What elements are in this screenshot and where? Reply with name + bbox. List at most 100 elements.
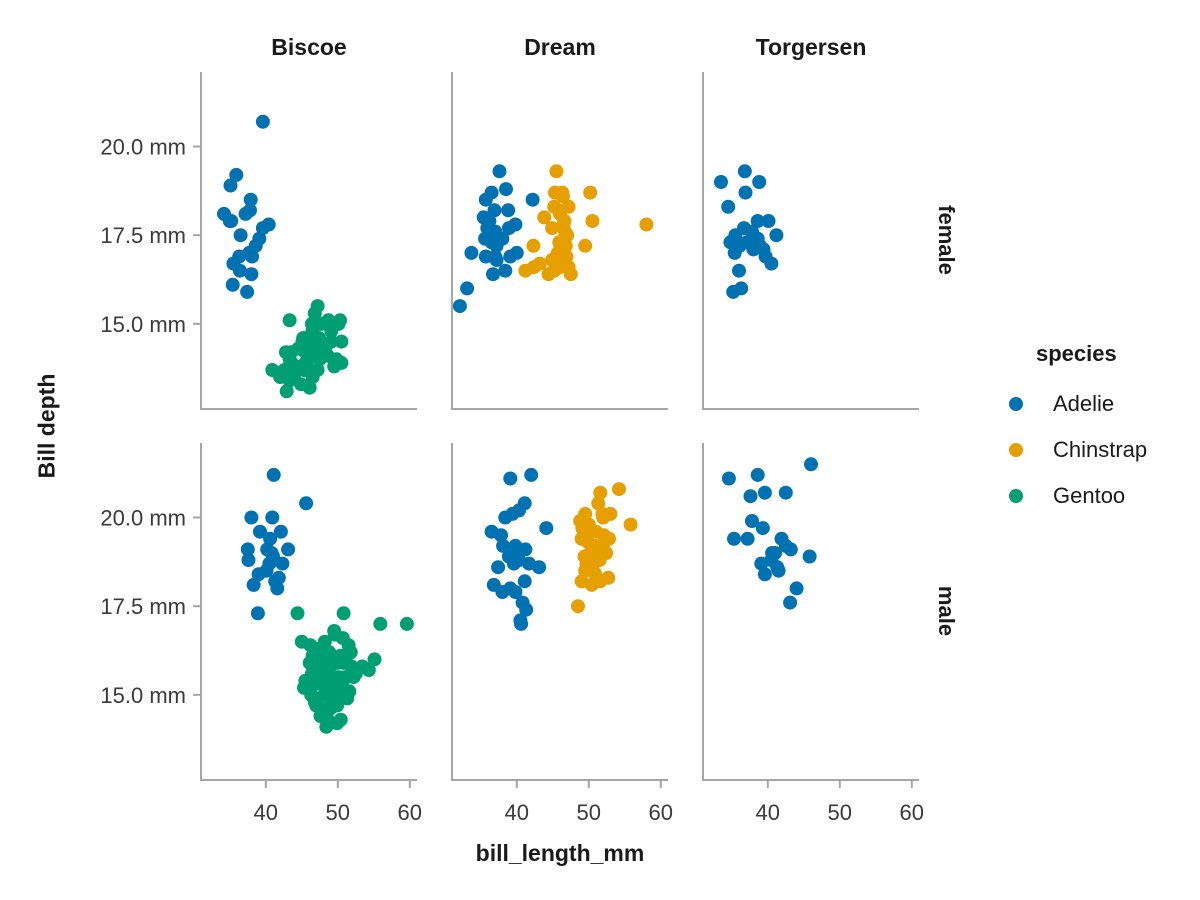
data-point xyxy=(623,517,638,532)
data-point xyxy=(761,214,776,228)
legend: species Adelie Chinstrap Gentoo xyxy=(1005,341,1195,519)
data-point xyxy=(596,510,611,525)
x-tick-label: 50 xyxy=(828,800,852,825)
data-point xyxy=(238,206,253,221)
data-point xyxy=(721,471,736,486)
data-point xyxy=(524,467,539,482)
data-point xyxy=(727,531,741,546)
y-tick-label: 17.5 mm xyxy=(100,594,186,619)
data-point xyxy=(539,521,554,536)
data-point xyxy=(250,606,265,621)
legend-title: species xyxy=(1036,341,1117,366)
data-point xyxy=(251,567,266,582)
data-point xyxy=(244,267,259,282)
data-point xyxy=(750,467,765,482)
data-point xyxy=(319,719,334,734)
data-point xyxy=(714,175,728,189)
data-point xyxy=(340,691,355,706)
data-point xyxy=(560,228,575,243)
panel-biscoe-male: 20.0 mm 17.5 mm 15.0 mm 40 50 60 xyxy=(100,443,422,825)
data-point xyxy=(532,256,547,271)
data-point xyxy=(299,496,314,511)
data-point xyxy=(555,189,570,204)
x-tick-label: 40 xyxy=(254,800,278,825)
panel-dream-female xyxy=(451,72,668,410)
data-point xyxy=(802,549,817,564)
y-tick-label: 15.0 mm xyxy=(100,683,186,708)
data-point xyxy=(338,652,353,667)
data-point xyxy=(509,245,524,260)
data-point xyxy=(229,167,244,182)
data-point xyxy=(506,556,521,571)
axis-line xyxy=(200,443,417,781)
data-point xyxy=(327,624,342,638)
data-point xyxy=(245,249,260,264)
axis-line xyxy=(451,72,668,410)
data-point xyxy=(578,238,593,253)
panel-biscoe-female: 20.0 mm 17.5 mm 15.0 mm xyxy=(100,72,417,410)
data-point xyxy=(525,192,540,207)
data-point xyxy=(738,185,753,200)
panel-torgersen-male: 40 50 60 xyxy=(702,443,924,825)
data-point xyxy=(264,546,279,560)
data-point xyxy=(373,616,388,631)
data-point xyxy=(745,514,759,528)
data-point xyxy=(769,228,784,243)
data-point xyxy=(223,178,238,193)
x-tick-label: 60 xyxy=(398,800,422,825)
facet-column-title-biscoe: Biscoe xyxy=(271,34,347,60)
data-point xyxy=(783,542,798,557)
data-point xyxy=(255,114,270,129)
x-tick-label: 50 xyxy=(577,800,601,825)
data-point xyxy=(334,334,349,349)
data-point xyxy=(499,182,513,197)
data-point xyxy=(545,221,560,236)
data-point xyxy=(480,221,495,236)
data-point xyxy=(789,581,804,596)
data-point xyxy=(739,235,754,250)
x-tick-label: 60 xyxy=(900,800,924,825)
data-point xyxy=(346,670,361,685)
data-point xyxy=(307,695,322,709)
data-point xyxy=(745,224,759,239)
data-point xyxy=(498,510,513,525)
data-point xyxy=(334,355,349,370)
data-point xyxy=(317,634,332,649)
data-point xyxy=(478,192,493,207)
data-point xyxy=(266,467,281,482)
data-point xyxy=(732,263,746,278)
data-point xyxy=(281,542,296,557)
data-point xyxy=(537,210,552,225)
data-point xyxy=(743,489,758,504)
panel-torgersen-female xyxy=(702,72,919,410)
data-point xyxy=(579,556,594,571)
data-point xyxy=(501,203,516,218)
facet-column-title-dream: Dream xyxy=(524,34,596,60)
x-tick-label: 60 xyxy=(649,800,673,825)
legend-entry-adelie: Adelie xyxy=(1005,381,1195,427)
adelie-dot-icon xyxy=(1009,397,1023,411)
data-point xyxy=(464,245,479,260)
data-point xyxy=(246,577,261,592)
axis-line xyxy=(451,443,668,781)
data-point xyxy=(612,482,626,497)
data-point xyxy=(517,574,532,589)
data-point xyxy=(273,524,288,539)
data-point xyxy=(547,199,562,214)
data-point xyxy=(532,560,547,575)
data-point xyxy=(750,214,765,228)
data-point xyxy=(265,510,280,525)
data-point xyxy=(726,284,741,299)
data-point xyxy=(583,185,598,200)
y-axis-title: Bill depth xyxy=(33,373,60,479)
data-point xyxy=(225,277,240,292)
data-point xyxy=(399,616,414,631)
axis-line xyxy=(200,72,417,410)
data-point xyxy=(518,263,533,278)
data-point xyxy=(581,517,596,532)
data-point xyxy=(783,595,798,610)
data-point xyxy=(324,334,339,349)
data-point xyxy=(253,524,267,539)
data-point xyxy=(585,214,600,228)
